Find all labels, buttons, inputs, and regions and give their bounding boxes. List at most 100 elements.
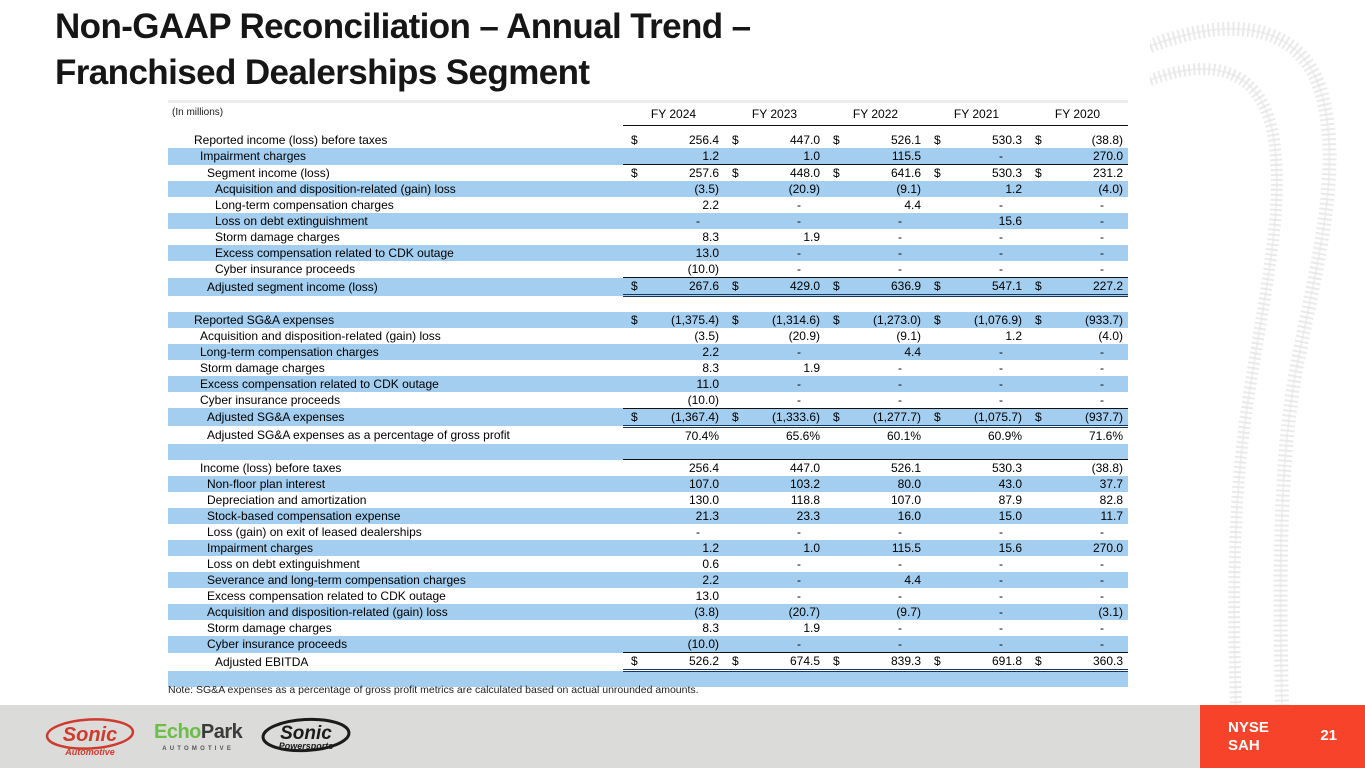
value-cell: (20.9) [788, 328, 820, 343]
value-cell: - [999, 360, 1003, 375]
dollar-sign-cell [926, 229, 948, 245]
dollar-sign-cell [926, 213, 948, 229]
value-cell: (38.8) [1091, 133, 1123, 147]
value-cell: - [898, 589, 902, 603]
dollar-sign-cell [825, 181, 847, 197]
dollar-sign-cell [623, 426, 645, 444]
dollar-sign-cell [825, 148, 847, 165]
row-label: Segment income (loss) [207, 165, 330, 180]
table-body: Reported income (loss) before taxes $256.… [168, 132, 1128, 687]
value-cell: - [1100, 246, 1104, 260]
dollar-sign-cell: $ [833, 312, 840, 327]
table-row: Cyber insurance proceeds (10.0) - - - - [168, 391, 1128, 409]
value-cell: 1.9 [803, 360, 820, 375]
dollar-sign-cell: $ [724, 408, 746, 428]
table-row: Severance and long-term compensation cha… [168, 572, 1128, 588]
table-row: Long-term compensation charges 2.2 - 4.4 - - [168, 197, 1128, 213]
dollar-sign-cell [724, 391, 746, 409]
value-cell: 2.2 [702, 198, 719, 212]
value-cell: - [797, 557, 801, 571]
dollar-sign-cell [825, 344, 847, 360]
value-cell: 1.2 [645, 148, 724, 165]
value-cell: - [1049, 636, 1128, 653]
value-cell: (10.0) [645, 636, 724, 653]
value-cell: 674.5 [746, 652, 825, 672]
dollar-sign-cell [623, 376, 645, 392]
table-row: Storm damage charges 8.3 1.9 - - - [168, 620, 1128, 636]
dollar-sign-cell [724, 459, 746, 476]
row-label: Acquisition and disposition-related (gai… [215, 182, 456, 196]
value-cell: 130.0 [688, 493, 719, 507]
dollar-sign-cell [623, 229, 645, 245]
dollar-sign-cell [1027, 588, 1049, 604]
dollar-sign-cell [724, 261, 746, 278]
dollar-sign-cell [623, 328, 645, 344]
dollar-sign-cell: $ [833, 133, 840, 147]
dollar-sign-cell [926, 476, 948, 492]
row-label: Adjusted SG&A expenses [207, 410, 345, 424]
sonic-automotive-subtext: Automotive [64, 747, 115, 757]
dollar-sign-cell [926, 181, 948, 197]
row-label: Adjusted SG&A expenses as a percentage o… [207, 427, 510, 442]
value-cell: 37.7 [1099, 477, 1123, 491]
table-row: Storm damage charges 8.3 1.9 - - - [168, 229, 1128, 245]
dollar-sign-cell [724, 604, 746, 620]
dollar-sign-cell: $ [1035, 133, 1042, 147]
value-cell: - [847, 391, 926, 409]
dollar-sign-cell [926, 556, 948, 572]
value-cell: (20.7) [788, 605, 820, 619]
table-row: Adjusted EBITDA $526.2 $674.5 $839.3 $691.8 $… [168, 652, 1128, 672]
dollar-sign-cell [1027, 181, 1049, 197]
value-cell: 15.6 [998, 214, 1022, 228]
value-cell: - [1100, 198, 1104, 212]
dollar-sign-cell [825, 620, 847, 636]
row-label: Storm damage charges [200, 360, 325, 375]
table-row: Income (loss) before taxes 256.4 447.0 526.… [168, 459, 1128, 476]
table-row: Reported income (loss) before taxes $256.… [168, 132, 1128, 148]
value-cell: - [1100, 621, 1104, 635]
row-label: Income (loss) before taxes [200, 460, 342, 475]
dollar-sign-cell [825, 328, 847, 344]
dollar-sign-cell: $ [732, 133, 739, 147]
dollar-sign-cell [825, 261, 847, 278]
dollar-sign-cell: $ [825, 408, 847, 428]
dollar-sign-cell: $ [631, 166, 638, 180]
year-column-header: FY 2024 [623, 103, 724, 126]
echopark-logo: EchoPark AUTOMOTIVE [154, 722, 243, 752]
value-cell: 4.4 [904, 198, 921, 212]
value-cell: 1.9 [803, 230, 820, 244]
dollar-sign-cell [1027, 148, 1049, 165]
year-column-header: FY 2020 [1027, 103, 1128, 126]
value-cell: 227.2 [1049, 277, 1128, 297]
dollar-sign-cell [825, 588, 847, 604]
header-gap-row [168, 125, 1128, 132]
value-cell: - [999, 246, 1003, 260]
value-cell: 80.0 [897, 477, 921, 491]
value-cell: - [1100, 376, 1104, 391]
table-container: (In millions) FY 2024 FY 2023 FY 2022 FY 202… [168, 100, 1128, 687]
value-cell: 107.0 [688, 477, 719, 491]
dollar-sign-cell: $ [833, 166, 840, 180]
dollar-sign-cell [825, 476, 847, 492]
dollar-sign-cell [1027, 344, 1049, 360]
table-row: Long-term compensation charges 2.2 - 4.4 - - [168, 343, 1128, 360]
sonic-automotive-wordmark: Sonic [63, 724, 117, 746]
dollar-sign-cell [724, 360, 746, 376]
dollar-sign-cell [1027, 459, 1049, 476]
dollar-sign-cell [926, 391, 948, 409]
value-cell: (20.9) [788, 182, 820, 196]
dollar-sign-cell: $ [1027, 408, 1049, 428]
spacer-cell [168, 296, 1128, 312]
dollar-sign-cell: $ [724, 652, 746, 672]
value-cell: - [948, 391, 1027, 409]
dollar-sign-cell [825, 459, 847, 476]
value-cell: - [1100, 230, 1104, 244]
value-cell: - [898, 557, 902, 571]
table-header: (In millions) FY 2024 FY 2023 FY 2022 FY 202… [168, 103, 1128, 132]
value-cell: 1.2 [702, 541, 719, 555]
spacer-row [168, 670, 1128, 687]
dollar-sign-cell [623, 588, 645, 604]
value-cell: (9.7) [896, 605, 921, 619]
ticker-text: NYSE SAH [1200, 719, 1269, 755]
